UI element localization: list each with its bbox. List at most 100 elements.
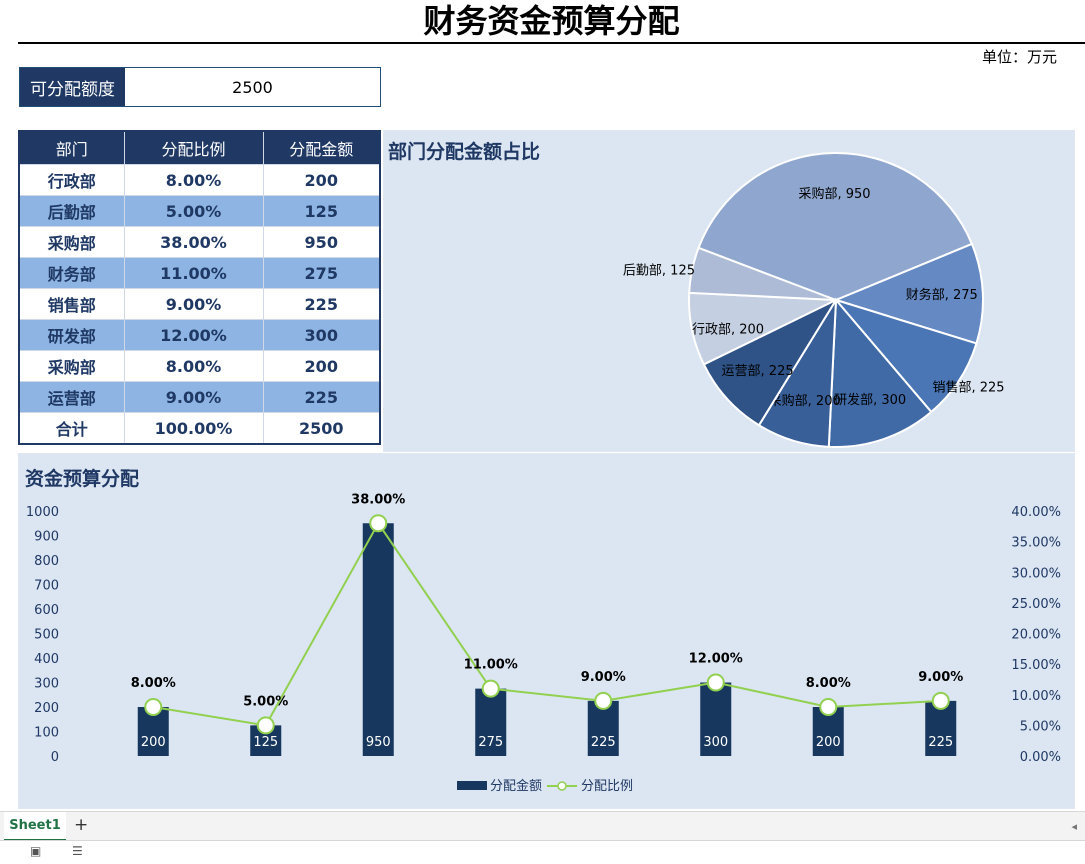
ratio-line[interactable] — [153, 521, 941, 727]
cell-amount[interactable]: 2500 — [262, 412, 381, 445]
pie-chart-panel[interactable]: 部门分配金额占比 行政部, 200 后勤部, 125 采购部, 950 财务部, 27… — [383, 130, 1075, 452]
allocation-table: 部门 分配比例 分配金额 行政部 8.00% 200 后勤部 5.00% 125 采购部 38… — [18, 130, 381, 445]
table-row: 行政部 8.00% 200 — [18, 164, 381, 196]
cell-amount[interactable]: 275 — [262, 257, 381, 289]
legend-bar-swatch — [457, 781, 487, 790]
table-row: 合计 100.00% 2500 — [18, 412, 381, 445]
y-axis-right-tick: 0.00% — [1020, 750, 1061, 765]
y-axis-right-tick: 5.00% — [1020, 719, 1061, 734]
cell-department[interactable]: 研发部 — [18, 319, 125, 351]
header-cell-amount[interactable]: 分配金额 — [262, 130, 381, 165]
bar-data-label: 300 — [703, 735, 728, 750]
cell-department[interactable]: 采购部 — [18, 350, 125, 382]
header-cell-department[interactable]: 部门 — [18, 130, 125, 165]
combo-chart-panel[interactable]: 资金预算分配 0 100 200 300 400 500 600 700 800 900 1000 0… — [18, 453, 1075, 809]
quota-label[interactable]: 可分配额度 — [20, 68, 125, 106]
scroll-left-icon[interactable]: ◂ — [1071, 820, 1077, 833]
bar[interactable] — [700, 682, 732, 757]
cell-amount[interactable]: 950 — [262, 226, 381, 258]
line-data-label: 9.00% — [918, 670, 963, 685]
cell-ratio[interactable]: 9.00% — [123, 381, 264, 413]
bar-data-label: 225 — [591, 735, 616, 750]
pie-slice[interactable] — [702, 297, 839, 427]
cell-ratio[interactable]: 12.00% — [123, 319, 264, 351]
combo-chart-title: 资金预算分配 — [25, 468, 140, 490]
line-data-label: 5.00% — [243, 694, 288, 709]
line-marker[interactable] — [256, 716, 275, 735]
y-axis-left-tick: 0 — [51, 750, 59, 765]
sheet-tab-bar: Sheet1 + ◂ — [0, 811, 1085, 841]
cell-amount[interactable]: 200 — [262, 164, 381, 196]
y-axis-left-tick: 400 — [34, 652, 59, 667]
bar[interactable] — [587, 700, 619, 756]
header-cell-ratio[interactable]: 分配比例 — [123, 130, 264, 165]
cell-ratio[interactable]: 11.00% — [123, 257, 264, 289]
y-axis-right-tick: 30.00% — [1011, 566, 1061, 581]
unit-label: 单位：万元 — [981, 48, 1057, 66]
y-axis-left-tick: 300 — [34, 677, 59, 692]
cell-ratio[interactable]: 38.00% — [123, 226, 264, 258]
pie-slice[interactable] — [697, 152, 974, 302]
line-marker[interactable] — [369, 514, 388, 533]
cell-amount[interactable]: 225 — [262, 381, 381, 413]
pie-slice[interactable] — [833, 298, 978, 414]
line-marker[interactable] — [594, 691, 613, 710]
pie-data-label: 运营部, 225 — [722, 364, 794, 379]
y-axis-right-tick: 40.00% — [1011, 505, 1061, 520]
cell-department[interactable]: 财务部 — [18, 257, 125, 289]
line-marker[interactable] — [144, 698, 163, 716]
quota-value[interactable]: 2500 — [232, 77, 273, 97]
legend-line-marker — [557, 781, 567, 791]
y-axis-left-tick: 700 — [34, 579, 59, 594]
cell-ratio[interactable]: 100.00% — [123, 412, 264, 445]
cell-department[interactable]: 销售部 — [18, 288, 125, 320]
line-marker[interactable] — [931, 691, 950, 710]
cell-ratio[interactable]: 9.00% — [123, 288, 264, 320]
pie-data-label: 采购部, 200 — [769, 393, 841, 409]
table-row: 财务部 11.00% 275 — [18, 257, 381, 289]
cell-department[interactable]: 采购部 — [18, 226, 125, 258]
sheet-tab-sheet1[interactable]: Sheet1 — [4, 812, 66, 841]
legend-line-label: 分配比例 — [581, 779, 633, 794]
line-data-label: 9.00% — [581, 670, 626, 685]
line-data-label: 8.00% — [806, 676, 851, 691]
table-row: 采购部 8.00% 200 — [18, 350, 381, 382]
cell-amount[interactable]: 200 — [262, 350, 381, 382]
bar[interactable] — [362, 523, 394, 756]
combo-chart: 0 100 200 300 400 500 600 700 800 900 1000 0.00% 5.0… — [26, 492, 1061, 794]
cell-ratio[interactable]: 8.00% — [123, 164, 264, 196]
y-axis-left-tick: 900 — [34, 530, 59, 545]
cell-amount[interactable]: 125 — [262, 195, 381, 227]
pie-slice[interactable] — [833, 242, 984, 345]
page-layout-icon[interactable]: ☰ — [72, 844, 83, 858]
bar[interactable] — [925, 700, 957, 756]
cell-department[interactable]: 运营部 — [18, 381, 125, 413]
add-sheet-button[interactable]: + — [74, 815, 89, 835]
line-data-label: 38.00% — [351, 492, 405, 507]
pie-chart-title: 部门分配金额占比 — [388, 141, 541, 163]
y-axis-right-tick: 15.00% — [1011, 658, 1061, 673]
line-marker[interactable] — [706, 673, 725, 692]
cell-department[interactable]: 行政部 — [18, 164, 125, 196]
cell-amount[interactable]: 300 — [262, 319, 381, 351]
bar[interactable] — [475, 688, 507, 756]
pie-data-label: 研发部, 300 — [834, 392, 906, 408]
y-axis-left-tick: 600 — [34, 603, 59, 618]
y-axis-right-tick: 10.00% — [1011, 689, 1061, 704]
cell-ratio[interactable]: 5.00% — [123, 195, 264, 227]
bar-data-label: 950 — [366, 735, 391, 750]
line-marker[interactable] — [819, 698, 838, 716]
cell-department[interactable]: 合计 — [18, 412, 125, 445]
pie-data-label: 后勤部, 125 — [623, 264, 695, 279]
legend-bar-label: 分配金额 — [490, 778, 542, 794]
cell-ratio[interactable]: 8.00% — [123, 350, 264, 382]
cell-amount[interactable]: 225 — [262, 288, 381, 320]
line-marker[interactable] — [481, 679, 500, 698]
table-row: 运营部 9.00% 225 — [18, 381, 381, 413]
page-title: 财务资金预算分配 — [18, 0, 1085, 44]
pie-slice[interactable] — [827, 297, 933, 448]
macro-icon[interactable]: ▣ — [30, 844, 42, 858]
y-axis-left-tick: 100 — [34, 726, 59, 741]
cell-department[interactable]: 后勤部 — [18, 195, 125, 227]
table-row: 销售部 9.00% 225 — [18, 288, 381, 320]
